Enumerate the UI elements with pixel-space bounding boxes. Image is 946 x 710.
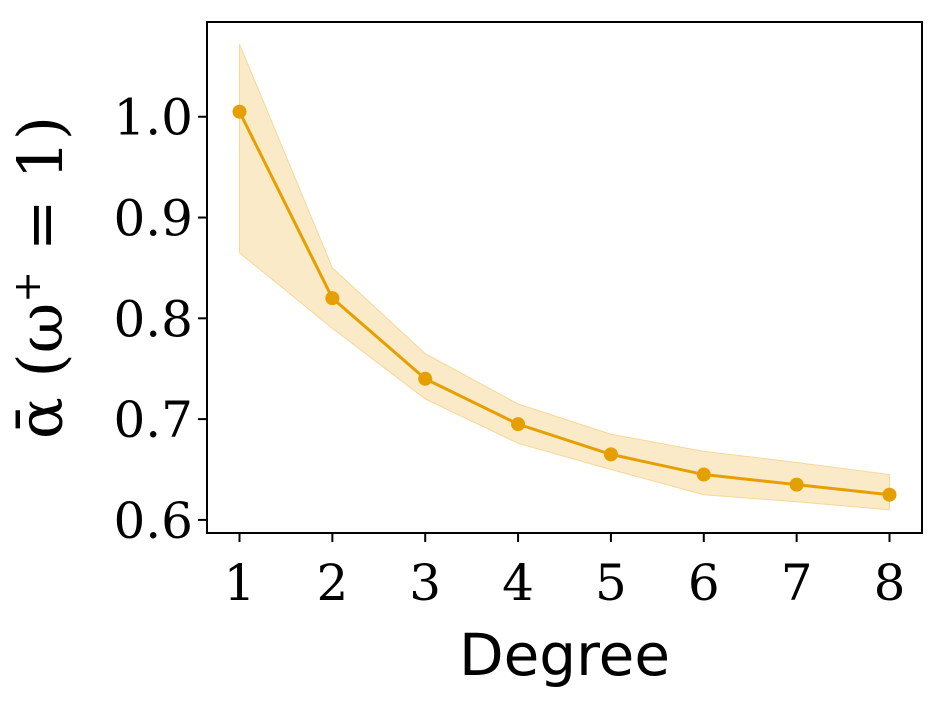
y-tick-label: 0.8	[113, 290, 193, 348]
y-axis-title-symbol: ᾱ	[4, 397, 77, 439]
y-axis-title-close: = 1)	[4, 116, 77, 271]
y-tick-label: 1.0	[113, 89, 193, 147]
x-tick-label: 6	[688, 554, 720, 612]
y-axis-title-sup: +	[5, 271, 49, 303]
confidence-band	[239, 43, 890, 511]
x-tick-label: 7	[781, 554, 813, 612]
data-point	[603, 447, 618, 462]
x-tick-label: 8	[874, 554, 906, 612]
x-tick-label: 4	[502, 554, 534, 612]
y-axis-title-open: (ω	[4, 303, 77, 397]
data-point	[511, 417, 526, 432]
data-point	[789, 477, 804, 492]
x-axis-title: Degree	[459, 621, 670, 689]
axes-layer: 1 2 3 4 5 6 7 8 0.6 0.7 0.8 0.9 1.0	[113, 89, 905, 612]
plot-frame	[206, 21, 923, 534]
y-tick-label: 0.9	[113, 190, 193, 248]
x-tick-label: 1	[224, 554, 256, 612]
y-tick-label: 0.7	[113, 391, 193, 449]
x-tick-label: 5	[595, 554, 627, 612]
data-point	[882, 487, 897, 502]
data-point	[418, 371, 433, 386]
x-tick-label: 3	[409, 554, 441, 612]
y-axis-title: ᾱ (ω+ = 1)	[4, 116, 77, 439]
data-point	[696, 467, 711, 482]
plot-layer	[232, 43, 897, 511]
data-point	[232, 104, 247, 119]
x-tick-label: 2	[316, 554, 348, 612]
series-line	[238, 111, 890, 497]
data-point	[325, 291, 340, 306]
y-tick-label: 0.6	[113, 492, 193, 550]
